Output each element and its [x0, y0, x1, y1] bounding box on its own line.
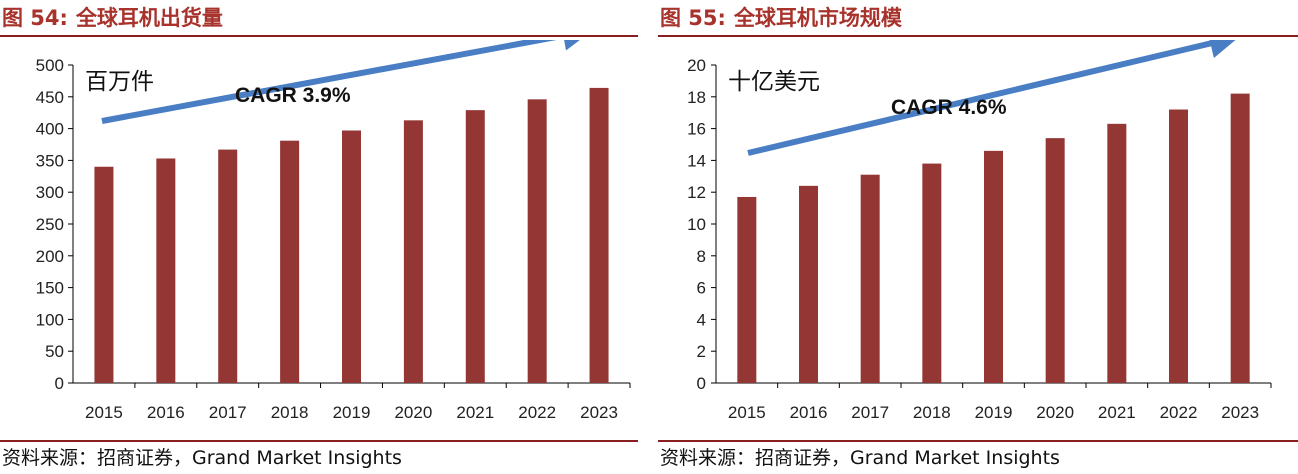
- y-tick-label: 350: [36, 151, 64, 170]
- y-tick-label: 12: [687, 183, 706, 202]
- bar-2022: [1169, 109, 1188, 384]
- x-tick-label: 2018: [913, 403, 951, 422]
- y-tick-label: 10: [687, 215, 706, 234]
- bar-2021: [1107, 123, 1127, 383]
- x-tick-label: 2017: [209, 403, 247, 422]
- y-tick-label: 18: [687, 88, 706, 107]
- y-tick-label: 250: [36, 215, 64, 234]
- x-tick-label: 2017: [851, 403, 889, 422]
- x-tick-label: 2023: [580, 403, 618, 422]
- y-tick-label: 150: [36, 279, 64, 298]
- title-rule: [658, 35, 1298, 37]
- y-tick-label: 14: [687, 151, 706, 170]
- bar-2021: [465, 110, 485, 383]
- figure-title-text: 全球耳机市场规模: [733, 6, 902, 30]
- source-note: 资料来源：招商证券，Grand Market Insights: [660, 447, 1060, 469]
- unit-label: 十亿美元: [728, 69, 820, 95]
- trend-arrow: [747, 40, 1240, 156]
- x-tick-label: 2015: [728, 403, 766, 422]
- y-tick-label: 6: [697, 279, 706, 298]
- x-tick-label: 2023: [1221, 403, 1259, 422]
- x-tick-label: 2021: [1098, 403, 1136, 422]
- y-tick-label: 20: [687, 56, 706, 75]
- bar-2017: [860, 174, 880, 383]
- x-tick-label: 2021: [456, 403, 494, 422]
- y-tick-label: 500: [36, 56, 64, 75]
- bar-2023: [1230, 93, 1250, 383]
- figure-label: 图 55:: [660, 6, 726, 30]
- x-tick-label: 2018: [271, 403, 309, 422]
- cagr-annotation: CAGR 4.6%: [891, 96, 1007, 119]
- y-tick-label: 400: [36, 120, 64, 139]
- x-tick-label: 2019: [333, 403, 371, 422]
- figure-title: 图 55: 全球耳机市场规模: [660, 3, 908, 33]
- cagr-annotation: CAGR 3.9%: [235, 84, 351, 107]
- bar-2018: [280, 140, 300, 383]
- x-tick-label: 2022: [518, 403, 556, 422]
- bar-2015: [94, 166, 114, 383]
- x-tick-label: 2016: [147, 403, 185, 422]
- y-tick-label: 200: [36, 247, 64, 266]
- title-rule: [0, 35, 638, 37]
- bar-2022: [527, 99, 547, 384]
- source-rule: [658, 440, 1298, 442]
- bar-2019: [342, 130, 361, 383]
- y-tick-label: 2: [697, 342, 706, 361]
- x-tick-label: 2020: [1036, 403, 1074, 422]
- trend-arrow: [101, 40, 593, 124]
- bar-2020: [403, 120, 423, 383]
- figure-title: 图 54: 全球耳机出货量: [2, 3, 229, 33]
- x-tick-label: 2015: [85, 403, 123, 422]
- chart-panel-market-size: 图 55: 全球耳机市场规模 0 2 4 6 8 10 12 14 16 18 20 2015 2016 2…: [658, 0, 1298, 474]
- y-tick-label: 0: [697, 374, 706, 393]
- y-tick-label: 16: [687, 120, 706, 139]
- y-tick-label: 4: [697, 310, 706, 329]
- y-tick-label: 300: [36, 183, 64, 202]
- bar-2019: [984, 150, 1003, 383]
- bar-2016: [156, 158, 176, 383]
- chart-panel-shipments: 图 54: 全球耳机出货量 0 50 100 150 200 250 300 350 400 450…: [0, 0, 640, 474]
- y-tick-label: 450: [36, 88, 64, 107]
- x-tick-label: 2019: [975, 403, 1013, 422]
- source-rule: [0, 440, 638, 442]
- x-tick-label: 2022: [1160, 403, 1198, 422]
- bar-2023: [589, 87, 609, 383]
- unit-label: 百万件: [85, 69, 154, 95]
- bar-chart-market-size: 0 2 4 6 8 10 12 14 16 18 20 2015 2016 2017 2018 2019 202…: [687, 40, 1272, 422]
- y-tick-label: 50: [45, 342, 64, 361]
- bar-2015: [737, 196, 757, 383]
- figure-label: 图 54:: [2, 6, 68, 30]
- y-tick-label: 100: [36, 310, 64, 329]
- bar-2018: [922, 163, 942, 383]
- source-note: 资料来源：招商证券，Grand Market Insights: [2, 447, 402, 469]
- x-tick-label: 2016: [790, 403, 828, 422]
- y-tick-label: 8: [697, 247, 706, 266]
- x-tick-label: 2020: [394, 403, 432, 422]
- bar-2016: [799, 185, 818, 383]
- bar-2020: [1045, 138, 1065, 383]
- bar-2017: [218, 149, 238, 383]
- figure-title-text: 全球耳机出货量: [75, 6, 223, 30]
- bar-chart-shipments: 0 50 100 150 200 250 300 350 400 450 500 2015 2016 20…: [36, 40, 631, 422]
- y-tick-label: 0: [55, 374, 64, 393]
